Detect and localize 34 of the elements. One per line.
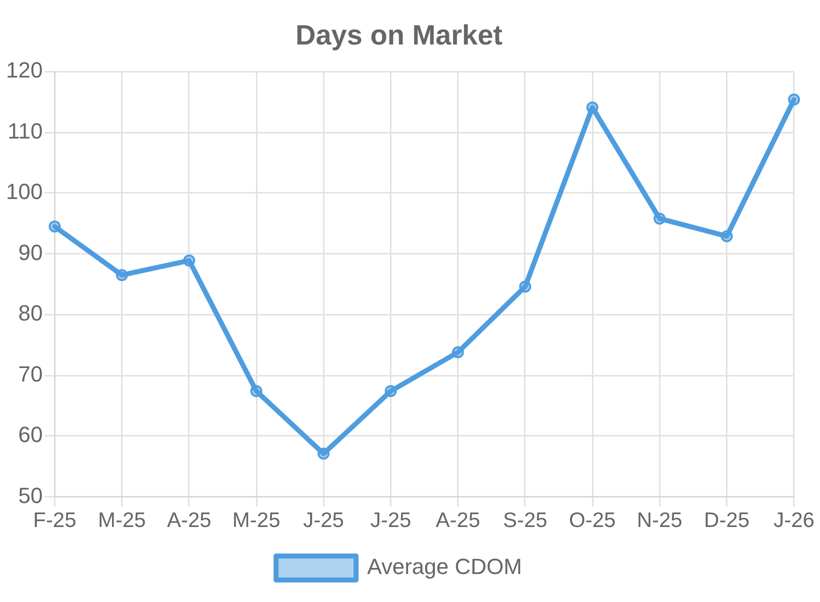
- y-tick-label: 120: [6, 58, 43, 83]
- legend-label: Average CDOM: [367, 554, 522, 580]
- point: [654, 212, 666, 225]
- chart-title: Days on Market: [296, 20, 502, 51]
- x-tick-label: M-25: [98, 509, 146, 532]
- x-tick-label: A-25: [436, 509, 480, 532]
- point: [384, 385, 397, 398]
- x-tick-label: J-26: [774, 509, 814, 532]
- y-tick-label: 110: [8, 118, 43, 144]
- x-tick-label: D-25: [704, 509, 750, 532]
- x-tick-label: M-25: [232, 509, 280, 532]
- x-tick-label: J-25: [370, 509, 412, 532]
- point: [519, 280, 532, 293]
- point: [318, 448, 330, 460]
- y-tick-label: 90: [18, 240, 43, 265]
- point: [586, 101, 598, 114]
- point: [183, 254, 196, 267]
- x-tick-label: A-25: [166, 509, 212, 532]
- y-tick-label: 60: [18, 422, 43, 448]
- y-tick-label: 80: [18, 300, 43, 326]
- x-tick-label: F-25: [33, 509, 76, 532]
- point: [720, 230, 733, 242]
- y-tick-label: 50: [18, 482, 43, 508]
- point: [250, 385, 262, 398]
- y-tick-label: 70: [18, 361, 43, 386]
- point: [48, 220, 61, 232]
- x-tick-label: O-25: [569, 509, 616, 532]
- x-tick-label: N-25: [636, 509, 682, 532]
- point: [788, 94, 800, 106]
- point: [452, 346, 464, 358]
- x-tick-label: J-25: [303, 509, 344, 532]
- point: [116, 269, 128, 282]
- x-tick-label: S-25: [502, 509, 548, 532]
- y-tick-label: 100: [6, 179, 43, 204]
